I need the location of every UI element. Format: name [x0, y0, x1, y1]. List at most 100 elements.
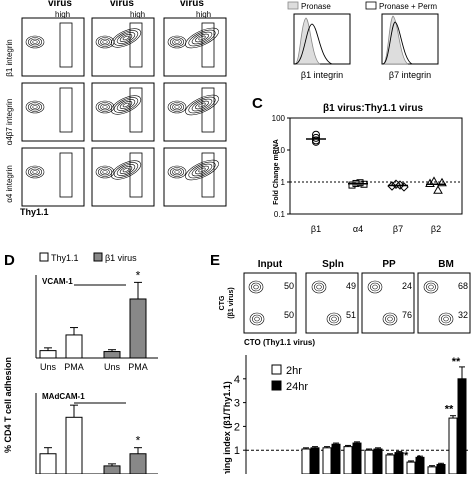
e-title-bm: BM	[438, 259, 454, 270]
facs-contour-neg	[172, 103, 182, 111]
e-bar	[331, 443, 341, 475]
e-facs-contour-bottom	[382, 312, 398, 326]
facs-contour-pos	[195, 165, 209, 175]
facs-contour-pos	[198, 35, 206, 41]
facs-contour-neg	[174, 105, 180, 109]
panel-e-letter: E	[210, 252, 220, 269]
e-facs-contour-bottom	[252, 314, 262, 324]
panel-b-svg: Pronase Pronase + Perm β1 integrin β7 in…	[287, 1, 439, 80]
facs-contour-neg	[25, 165, 45, 179]
facs-contour-neg	[102, 40, 108, 44]
x-label-thy11: Thy1.1	[20, 207, 49, 217]
col-header-3: virus	[180, 0, 204, 9]
e-facs-contour-bottom	[385, 314, 395, 324]
e-facs-contour-top	[251, 282, 261, 292]
facs-gate	[59, 87, 73, 133]
e-facs-contour-top	[248, 280, 264, 294]
hist-line-beta7	[382, 21, 413, 65]
facs-contour-pos	[110, 28, 142, 48]
hist-box-beta7	[381, 13, 439, 65]
e-bar	[448, 417, 458, 475]
panel-c-point	[312, 137, 320, 146]
facs-contour-neg	[97, 37, 113, 47]
e-quadrant-bottom: 51	[346, 310, 356, 320]
e-ylabel-b1: (β1 virus)	[228, 287, 235, 319]
facs-contour-pos	[119, 33, 133, 43]
facs-contour-neg	[169, 37, 185, 47]
facs-contour-pos	[188, 161, 216, 179]
e-facs-contour-top	[314, 282, 324, 292]
facs-plot-box	[163, 17, 227, 77]
facs-contour-neg	[172, 38, 182, 46]
panel-d-bar	[129, 453, 147, 475]
panel-c-ytick-label: 100	[272, 114, 286, 123]
facs-contour-pos	[191, 31, 213, 45]
facs-plot-box	[91, 82, 155, 142]
e-quadrant-bottom: 32	[458, 310, 468, 320]
facs-contour-neg	[169, 102, 185, 112]
panel-a: virus virus virus high high high β1 inte…	[0, 0, 240, 235]
e-quadrant-top: 49	[346, 281, 356, 291]
facs-contour-pos	[110, 95, 142, 115]
legend-perm: Pronase + Perm	[379, 2, 437, 11]
panel-c-frame	[289, 117, 463, 215]
facs-contour-pos	[198, 102, 206, 108]
panel-c-xtick-label: β7	[393, 224, 403, 234]
facs-contour-neg	[95, 165, 115, 179]
panel-c-point	[399, 182, 409, 192]
e-quadrant-bottom: 50	[284, 310, 294, 320]
e-quadrant-top: 24	[402, 281, 412, 291]
panel-d-letter: D	[4, 252, 15, 269]
panel-d-plot: Uns PMA Uns PMA * *	[35, 268, 158, 475]
panel-c-xtick-label: β1	[311, 224, 321, 234]
e-facs-contour-top	[372, 284, 378, 290]
e-quadrant-top: 50	[284, 281, 294, 291]
e-bar	[343, 446, 353, 475]
panel-d-xtick-label: PMA	[64, 362, 84, 372]
e-facs-contour-bottom	[329, 314, 339, 324]
e-xlabel-cto: CTO (Thy1.1 virus)	[244, 338, 315, 347]
facs-gate	[129, 152, 143, 198]
facs-contour-neg	[30, 168, 40, 176]
hist-xlabel-beta1: β1 integrin	[301, 70, 343, 80]
facs-contour-pos	[113, 97, 139, 113]
panel-d-svg: D Thy1.1 β1 virus % CD4 T cell adhesion …	[3, 252, 158, 475]
e-facs-contour-top	[367, 280, 383, 294]
facs-contour-pos	[195, 33, 209, 43]
facs-contour-pos	[122, 35, 130, 41]
hist-xlabel-beta7: β7 integrin	[389, 70, 431, 80]
col-header-1: virus	[48, 0, 72, 9]
e-facs-contour-bottom	[438, 312, 454, 326]
facs-contour-neg	[102, 105, 108, 109]
e-title-input: Input	[258, 259, 283, 270]
facs-contour-neg	[27, 102, 43, 112]
facs-contour-neg	[32, 105, 38, 109]
facs-contour-neg	[25, 35, 45, 49]
panel-c-point	[348, 181, 356, 189]
facs-contour-pos	[198, 167, 206, 173]
panel-c-point	[352, 179, 360, 187]
facs-contour-neg	[30, 103, 40, 111]
facs-gate	[59, 152, 73, 198]
facs-gate	[201, 22, 215, 68]
panel-c-ytick-label: 0.1	[274, 210, 286, 219]
e-facs-plots: 50 50 49 51 24 76 68 32	[243, 272, 471, 334]
facs-contour-neg	[100, 168, 110, 176]
panel-c-point	[356, 179, 364, 187]
hist-box-beta1	[293, 13, 351, 65]
e-facs-contour-bottom	[326, 312, 342, 326]
e-bar-star: **	[445, 404, 454, 416]
panel-d-bar	[129, 298, 147, 359]
hist-fill-beta1	[294, 17, 321, 65]
panel-c-point	[433, 185, 443, 194]
e-facs-contour-top	[253, 284, 259, 290]
panel-d-ylabel: % CD4 T cell adhesion	[3, 357, 13, 453]
facs-contour-neg	[32, 40, 38, 44]
panel-c-ytick-label: 1	[281, 178, 286, 187]
facs-plot-box	[21, 147, 85, 207]
panel-d-bar	[65, 416, 83, 475]
facs-contour-pos	[119, 165, 133, 175]
e-legend-swatch-24hr	[271, 380, 282, 391]
legend-swatch-pronase	[287, 1, 299, 10]
facs-contour-pos	[113, 30, 139, 46]
